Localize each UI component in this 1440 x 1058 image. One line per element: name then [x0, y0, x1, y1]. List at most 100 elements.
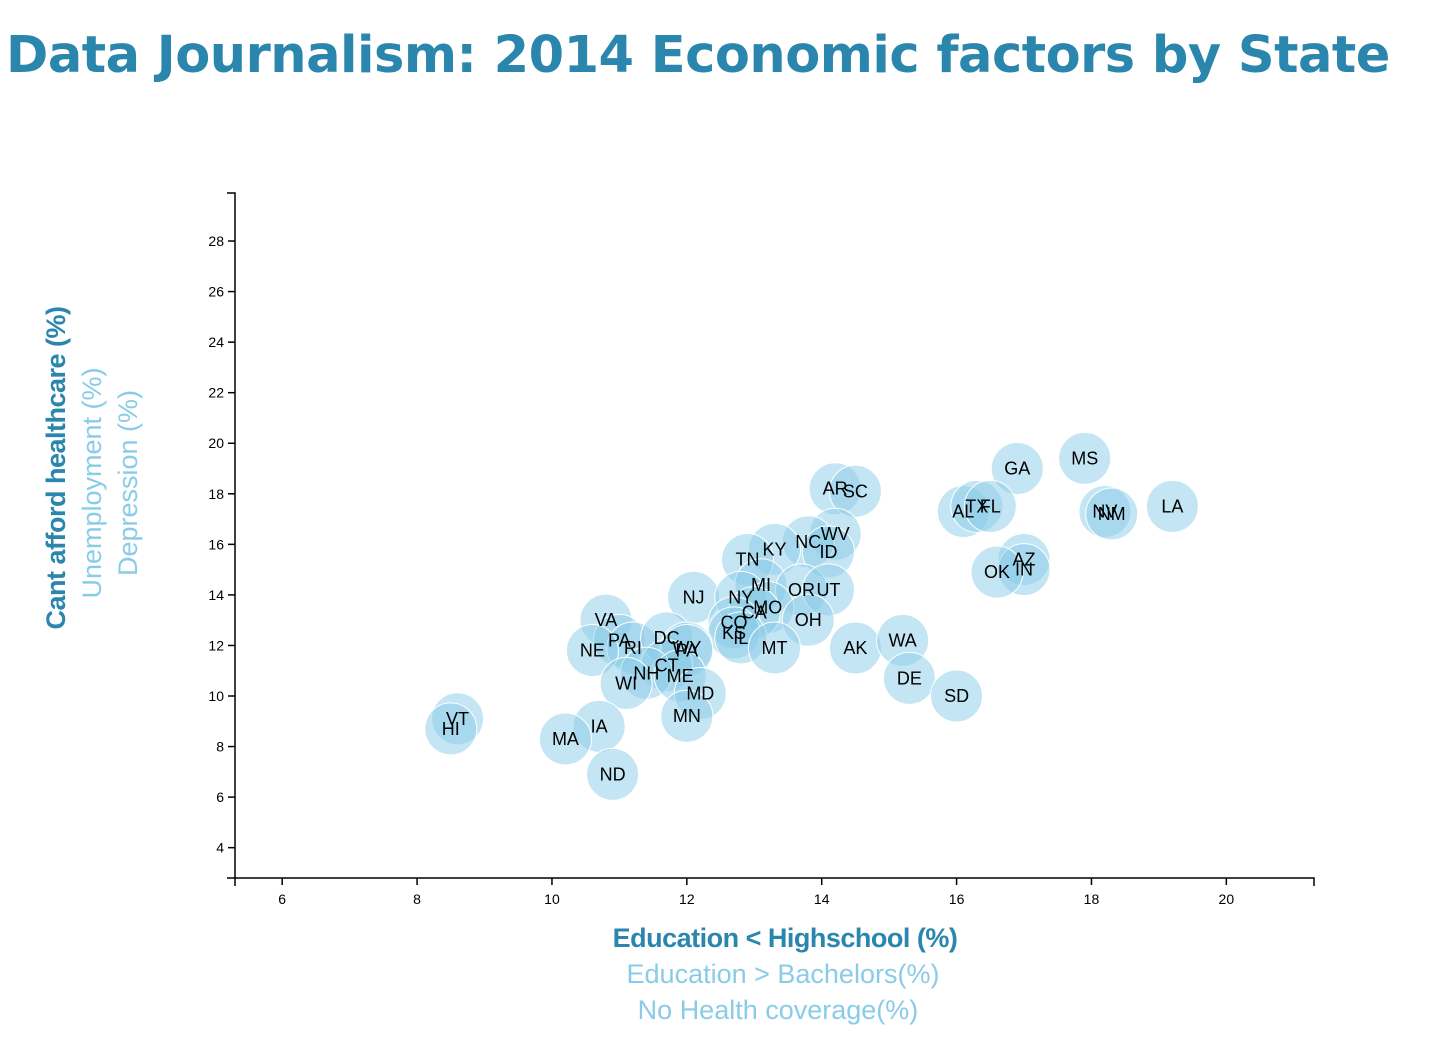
- x-tick-label: 20: [1219, 891, 1235, 907]
- page-title: Data Journalism: 2014 Economic factors b…: [6, 26, 1390, 85]
- state-point-la[interactable]: [1145, 479, 1199, 533]
- x-axis-label-education-below-highschool[interactable]: Education < Highschool (%): [613, 923, 958, 953]
- state-label-nc: NC: [795, 532, 821, 552]
- state-label-dc: DC: [654, 628, 680, 648]
- state-point-nm[interactable]: [1085, 487, 1139, 541]
- state-point-ms[interactable]: [1058, 431, 1112, 485]
- state-point-mt[interactable]: [748, 621, 801, 675]
- x-tick-label: 14: [814, 891, 830, 907]
- state-label-or: OR: [788, 580, 815, 600]
- state-label-mt: MT: [762, 638, 788, 658]
- state-point-wi[interactable]: [599, 656, 653, 710]
- state-label-fl: FL: [980, 496, 1001, 516]
- x-axis-label-no-health-coverage[interactable]: No Health coverage(%): [638, 995, 919, 1025]
- state-label-va: VA: [595, 610, 618, 630]
- state-label-de: DE: [897, 668, 922, 688]
- data-points: [424, 431, 1199, 801]
- x-axis-labels: Education < Highschool (%) Education > B…: [613, 923, 958, 1025]
- x-tick-label: 6: [278, 891, 286, 907]
- state-label-ms: MS: [1071, 448, 1098, 468]
- state-label-in: IN: [1015, 560, 1033, 580]
- state-point-de[interactable]: [882, 651, 936, 705]
- state-label-hi: HI: [442, 719, 460, 739]
- state-label-nd: ND: [600, 764, 626, 784]
- state-label-co: CO: [721, 613, 748, 633]
- state-point-ma[interactable]: [538, 712, 592, 766]
- state-label-il: IL: [733, 628, 748, 648]
- x-tick-label: 10: [544, 891, 560, 907]
- y-tick-label: 24: [208, 334, 224, 350]
- state-label-ak: AK: [843, 638, 867, 658]
- state-point-fl[interactable]: [963, 479, 1017, 533]
- state-label-oh: OH: [795, 610, 822, 630]
- state-label-nh: NH: [633, 663, 659, 683]
- y-tick-label: 10: [208, 688, 224, 704]
- y-axis-label-depression[interactable]: Depression (%): [113, 390, 143, 576]
- y-tick-label: 6: [216, 789, 224, 805]
- state-label-ar: AR: [823, 479, 848, 499]
- x-tick-label: 18: [1084, 891, 1100, 907]
- state-label-la: LA: [1161, 496, 1183, 516]
- state-label-mn: MN: [673, 706, 701, 726]
- state-label-tn: TN: [736, 550, 760, 570]
- state-label-vt: VT: [446, 709, 469, 729]
- state-label-ri: RI: [624, 638, 642, 658]
- state-label-wi: WI: [615, 673, 637, 693]
- y-axis-label-unemployment[interactable]: Unemployment (%): [77, 367, 107, 598]
- state-point-mn[interactable]: [660, 689, 714, 743]
- x-tick-label: 16: [949, 891, 965, 907]
- y-axis: 4 6 8 10 12 14 16 18 20 22 24 26 28: [208, 192, 236, 879]
- x-axis-line: [234, 877, 1315, 886]
- x-tick-label: 12: [679, 891, 695, 907]
- state-label-md: MD: [686, 683, 714, 703]
- y-tick-label: 20: [208, 435, 224, 451]
- y-axis-labels: Cant afford healthcare (%) Unemployment …: [41, 306, 143, 629]
- state-label-nj: NJ: [683, 587, 705, 607]
- state-point-ga[interactable]: [990, 442, 1044, 496]
- state-label-az: AZ: [1013, 550, 1036, 570]
- y-axis-line: [227, 192, 236, 879]
- state-label-ky: KY: [762, 539, 786, 559]
- y-tick-label: 8: [216, 739, 224, 755]
- state-label-me: ME: [667, 666, 694, 686]
- state-label-sc: SC: [843, 481, 868, 501]
- state-point-ne[interactable]: [565, 624, 619, 678]
- plot-area: 4 6 8 10 12 14 16 18 20 22 24 26 28 6 8 10 12 14 16 18 20 M…: [208, 192, 1315, 907]
- state-label-al: AL: [952, 501, 974, 521]
- y-tick-label: 18: [208, 486, 224, 502]
- y-tick-label: 14: [208, 587, 224, 603]
- state-label-mi: MI: [751, 575, 771, 595]
- state-label-tx: TX: [965, 496, 988, 516]
- state-label-wv: WV: [821, 524, 850, 544]
- state-label-pa: PA: [608, 630, 631, 650]
- y-axis-label-cant-afford-healthcare[interactable]: Cant afford healthcare (%): [41, 306, 71, 629]
- y-tick-label: 4: [216, 840, 224, 856]
- state-point-ok[interactable]: [970, 545, 1024, 599]
- x-axis-label-education-above-bachelors[interactable]: Education > Bachelors(%): [627, 959, 940, 989]
- state-label-ut: UT: [816, 580, 840, 600]
- state-label-ma: MA: [552, 729, 579, 749]
- state-label-id: ID: [819, 542, 837, 562]
- state-label-ct: CT: [655, 656, 679, 676]
- state-label-nv: NV: [1092, 501, 1117, 521]
- x-tick-label: 8: [413, 891, 421, 907]
- state-point-nd[interactable]: [586, 747, 640, 801]
- x-axis: 6 8 10 12 14 16 18 20: [234, 877, 1315, 907]
- y-tick-label: 16: [208, 536, 224, 552]
- y-tick-label: 26: [208, 284, 224, 300]
- state-point-sd[interactable]: [930, 669, 984, 723]
- state-label-ia: IA: [591, 716, 608, 736]
- state-label-ca: CA: [742, 603, 767, 623]
- state-point-hi[interactable]: [424, 702, 478, 756]
- state-label-mo: MO: [753, 598, 782, 618]
- state-label-ga: GA: [1004, 459, 1030, 479]
- state-label-pa: PA: [675, 641, 698, 661]
- y-tick-label: 28: [208, 233, 224, 249]
- state-label-ok: OK: [984, 562, 1010, 582]
- state-label-wa: WA: [888, 630, 916, 650]
- state-label-nm: NM: [1098, 504, 1126, 524]
- y-tick-label: 12: [208, 637, 224, 653]
- state-label-ne: NE: [580, 641, 605, 661]
